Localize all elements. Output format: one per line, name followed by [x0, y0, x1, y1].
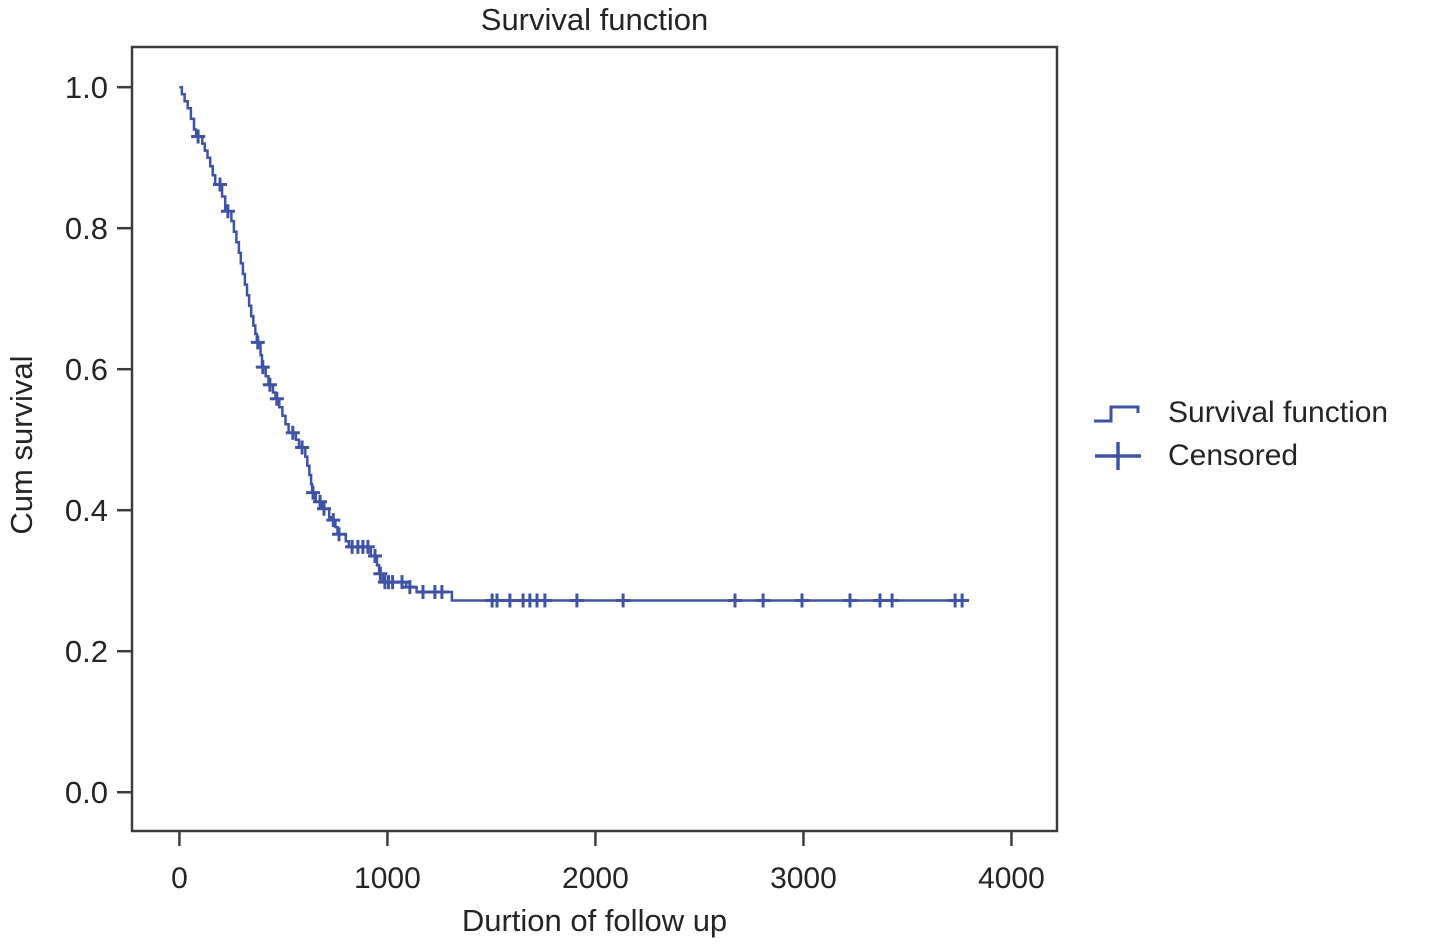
censored-mark — [873, 593, 887, 608]
censored-mark — [569, 593, 584, 608]
censored-mark — [416, 585, 430, 599]
censored-mark — [326, 513, 341, 528]
chart-title: Survival function — [480, 2, 709, 37]
censored-mark — [213, 177, 227, 192]
censored-mark — [306, 485, 320, 500]
censored-mark — [434, 585, 449, 599]
censored-mark — [843, 593, 857, 608]
censored-mark — [332, 527, 346, 542]
censored-mark — [317, 501, 331, 516]
x-axis-label: Durtion of follow up — [461, 903, 728, 938]
censored-mark — [313, 494, 327, 509]
y-tick-label: 0.8 — [65, 211, 108, 246]
y-tick-label: 1.0 — [65, 70, 108, 105]
censored-mark — [368, 549, 382, 563]
censored-mark — [502, 593, 517, 608]
legend: Survival function Censored — [1092, 396, 1388, 473]
x-tick-label: 2000 — [562, 862, 629, 895]
legend-label: Censored — [1168, 439, 1299, 472]
censored-mark — [955, 593, 970, 608]
x-tick-label: 0 — [171, 862, 188, 895]
censored-mark — [490, 593, 504, 608]
y-tick-label: 0.2 — [65, 634, 108, 669]
censored-mark — [756, 593, 771, 608]
x-tick-label: 4000 — [978, 862, 1045, 895]
censored-mark — [395, 575, 409, 590]
censored-mark — [795, 593, 809, 608]
censored-mark — [885, 593, 900, 608]
censored-mark — [360, 539, 375, 554]
x-tick-label: 3000 — [770, 862, 837, 895]
censored-mark — [220, 204, 235, 219]
y-tick-label: 0.0 — [65, 775, 108, 810]
censored-mark — [255, 360, 270, 375]
plot-frame — [130, 45, 1059, 833]
censored-mark — [250, 335, 265, 350]
step-line-icon — [1094, 405, 1140, 423]
legend-item-censored: Censored — [1092, 439, 1388, 473]
censored-mark — [269, 391, 284, 406]
censored-mark — [285, 425, 300, 440]
censored-mark — [728, 593, 742, 608]
plus-icon — [1095, 442, 1141, 470]
censored-mark — [537, 593, 552, 608]
censored-mark — [262, 377, 277, 392]
censored-mark — [373, 566, 388, 581]
y-tick-label: 0.4 — [65, 493, 108, 528]
survival-curve — [179, 85, 968, 602]
censored-mark — [295, 440, 310, 455]
censored-mark — [616, 593, 631, 608]
censored-mark — [402, 580, 417, 595]
legend-label: Survival function — [1168, 396, 1389, 429]
y-axis-label: Cum survival — [4, 355, 39, 535]
y-tick-label: 0.6 — [65, 352, 108, 387]
censored-mark — [191, 129, 206, 144]
x-tick-label: 1000 — [354, 862, 421, 895]
legend-item-survival-function: Survival function — [1092, 396, 1388, 430]
